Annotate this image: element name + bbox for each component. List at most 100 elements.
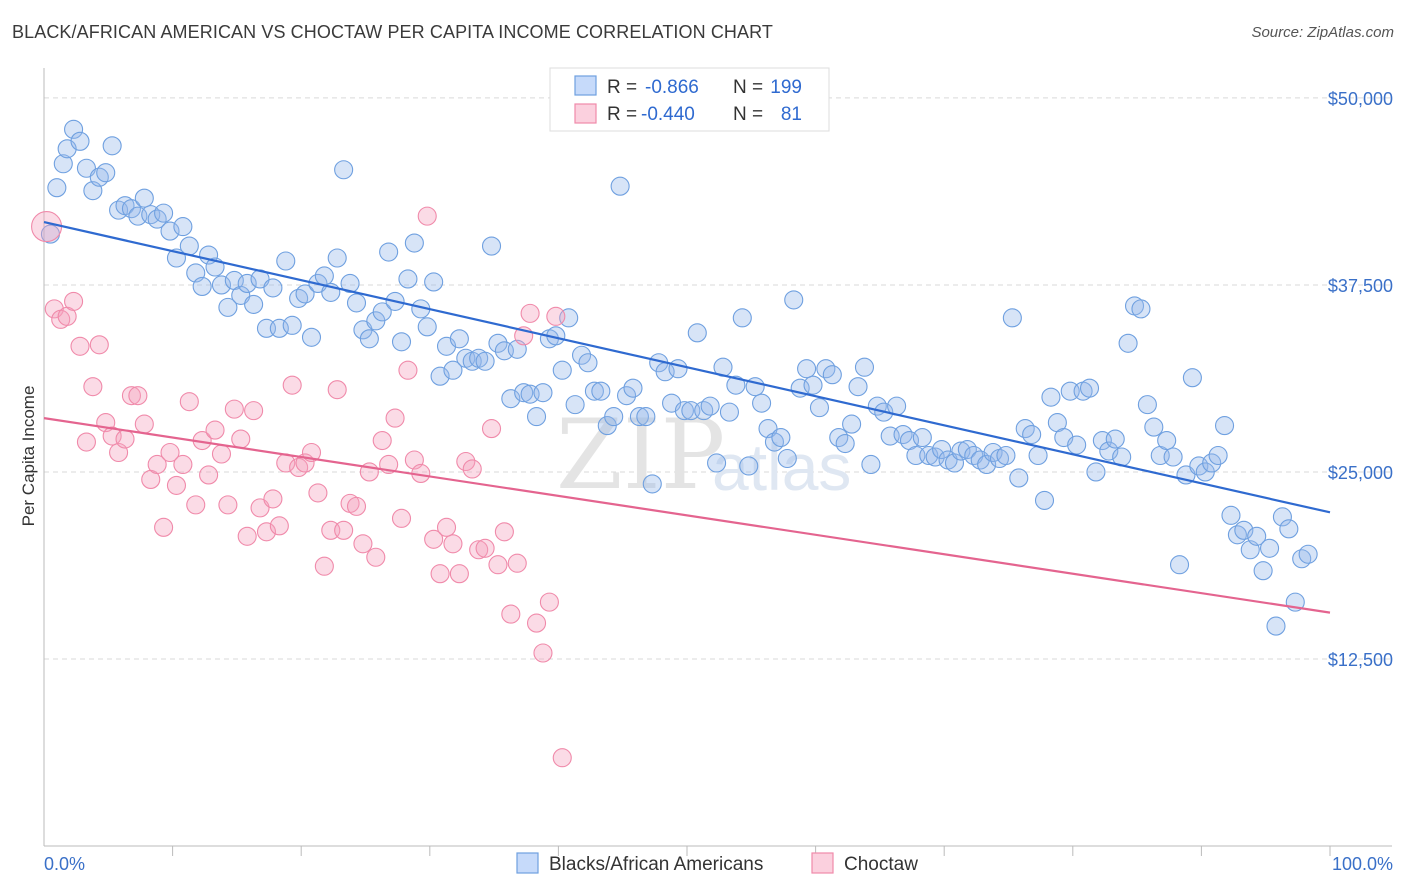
blacks-point bbox=[314, 266, 334, 286]
choctaw-point bbox=[147, 454, 167, 475]
choctaw-point bbox=[456, 451, 476, 472]
blacks-point bbox=[1163, 447, 1183, 467]
blacks-point bbox=[404, 233, 424, 253]
blacks-point bbox=[334, 160, 354, 180]
blacks-point bbox=[154, 203, 174, 223]
legend-r-value-blacks: -0.866 bbox=[645, 77, 699, 98]
choctaw-point bbox=[115, 429, 135, 449]
blacks-point bbox=[797, 359, 817, 379]
bottom-legend-label-blacks: Blacks/African Americans bbox=[549, 854, 763, 875]
choctaw-point bbox=[70, 336, 90, 356]
choctaw-point bbox=[244, 401, 264, 421]
blacks-point bbox=[552, 360, 572, 380]
choctaw-point bbox=[494, 522, 514, 542]
blacks-point bbox=[417, 317, 437, 337]
blacks-point bbox=[327, 248, 347, 268]
blacks-point bbox=[372, 302, 392, 322]
choctaw-point bbox=[263, 489, 283, 509]
blacks-point bbox=[1086, 462, 1106, 482]
blacks-point bbox=[604, 407, 624, 427]
blacks-point bbox=[449, 329, 469, 349]
blacks-point bbox=[1214, 416, 1235, 436]
bottom-legend: Blacks/African Americans Choctaw bbox=[516, 852, 918, 875]
chart-title: BLACK/AFRICAN AMERICAN VS CHOCTAW PER CA… bbox=[12, 22, 774, 42]
blacks-point bbox=[996, 445, 1016, 466]
blacks-point bbox=[668, 359, 688, 379]
blacks-point bbox=[944, 453, 965, 473]
blacks-point bbox=[526, 407, 547, 427]
blacks-point bbox=[835, 433, 855, 454]
choctaw-point bbox=[64, 291, 84, 311]
blacks-point bbox=[1144, 417, 1164, 437]
blacks-point bbox=[102, 136, 122, 156]
choctaw-point bbox=[507, 553, 527, 573]
blacks-point bbox=[1272, 507, 1292, 527]
blacks-point bbox=[1034, 490, 1055, 510]
choctaw-point bbox=[533, 643, 553, 663]
choctaw-point bbox=[218, 495, 238, 515]
blacks-trend-line bbox=[43, 221, 1331, 514]
choctaw-point bbox=[89, 335, 109, 355]
choctaw-point bbox=[424, 529, 444, 549]
blacks-point bbox=[514, 383, 534, 403]
choctaw-point bbox=[173, 454, 193, 475]
y-tick-label: $37,500 bbox=[1328, 276, 1393, 296]
choctaw-point bbox=[282, 375, 302, 395]
choctaw-point bbox=[546, 306, 566, 326]
choctaw-point bbox=[391, 508, 412, 528]
blacks-point bbox=[47, 178, 67, 198]
bottom-legend-swatch-choctaw bbox=[811, 852, 834, 874]
x-ticks bbox=[172, 846, 1331, 856]
blacks-point bbox=[687, 323, 707, 343]
blacks-point bbox=[160, 221, 180, 241]
choctaw-point bbox=[83, 377, 103, 397]
blacks-point bbox=[1067, 435, 1087, 455]
blacks-point bbox=[674, 401, 694, 421]
blacks-point bbox=[803, 375, 823, 395]
blacks-point bbox=[379, 242, 399, 262]
blacks-point bbox=[533, 383, 553, 403]
blacks-point bbox=[784, 290, 804, 310]
blacks-point bbox=[809, 398, 830, 418]
blacks-point bbox=[822, 365, 842, 385]
blacks-point bbox=[488, 333, 508, 353]
blacks-point bbox=[1266, 616, 1286, 636]
choctaw-point bbox=[237, 526, 257, 546]
legend-r-value-choctaw: -0.440 bbox=[641, 104, 695, 125]
choctaw-point bbox=[199, 465, 219, 485]
blacks-point bbox=[70, 131, 90, 151]
blacks-point bbox=[237, 273, 257, 293]
blacks-point bbox=[617, 386, 637, 406]
blacks-point bbox=[1118, 333, 1138, 353]
blacks-point bbox=[1247, 526, 1267, 546]
choctaw-point bbox=[211, 444, 232, 464]
blacks-point bbox=[218, 297, 238, 317]
trend-lines bbox=[43, 221, 1331, 614]
choctaw-point bbox=[372, 430, 392, 451]
blacks-point bbox=[391, 332, 412, 352]
blacks-point bbox=[134, 188, 154, 208]
blacks-point bbox=[475, 351, 495, 371]
blacks-point bbox=[636, 407, 656, 427]
choctaw-point bbox=[366, 547, 386, 567]
blacks-point bbox=[1169, 555, 1190, 575]
legend-r-label-blacks: R = bbox=[607, 77, 637, 98]
blacks-point bbox=[591, 381, 611, 401]
y-tick-label: $12,500 bbox=[1328, 650, 1393, 670]
blacks-point bbox=[1182, 368, 1202, 388]
choctaw-point bbox=[475, 538, 495, 558]
blacks-point bbox=[777, 448, 797, 469]
choctaw-point bbox=[160, 442, 180, 463]
blacks-point bbox=[719, 402, 739, 422]
blacks-point bbox=[1009, 468, 1029, 488]
blacks-point bbox=[739, 456, 759, 476]
blacks-point bbox=[121, 199, 141, 219]
blacks-point bbox=[1157, 430, 1177, 451]
blacks-point bbox=[565, 395, 585, 415]
legend-box: R = -0.866 N = 199 R = -0.440 N = 81 bbox=[549, 67, 830, 132]
blacks-point bbox=[301, 327, 322, 347]
choctaw-point bbox=[520, 303, 540, 323]
choctaw-point bbox=[430, 564, 450, 584]
choctaw-point bbox=[462, 459, 482, 479]
